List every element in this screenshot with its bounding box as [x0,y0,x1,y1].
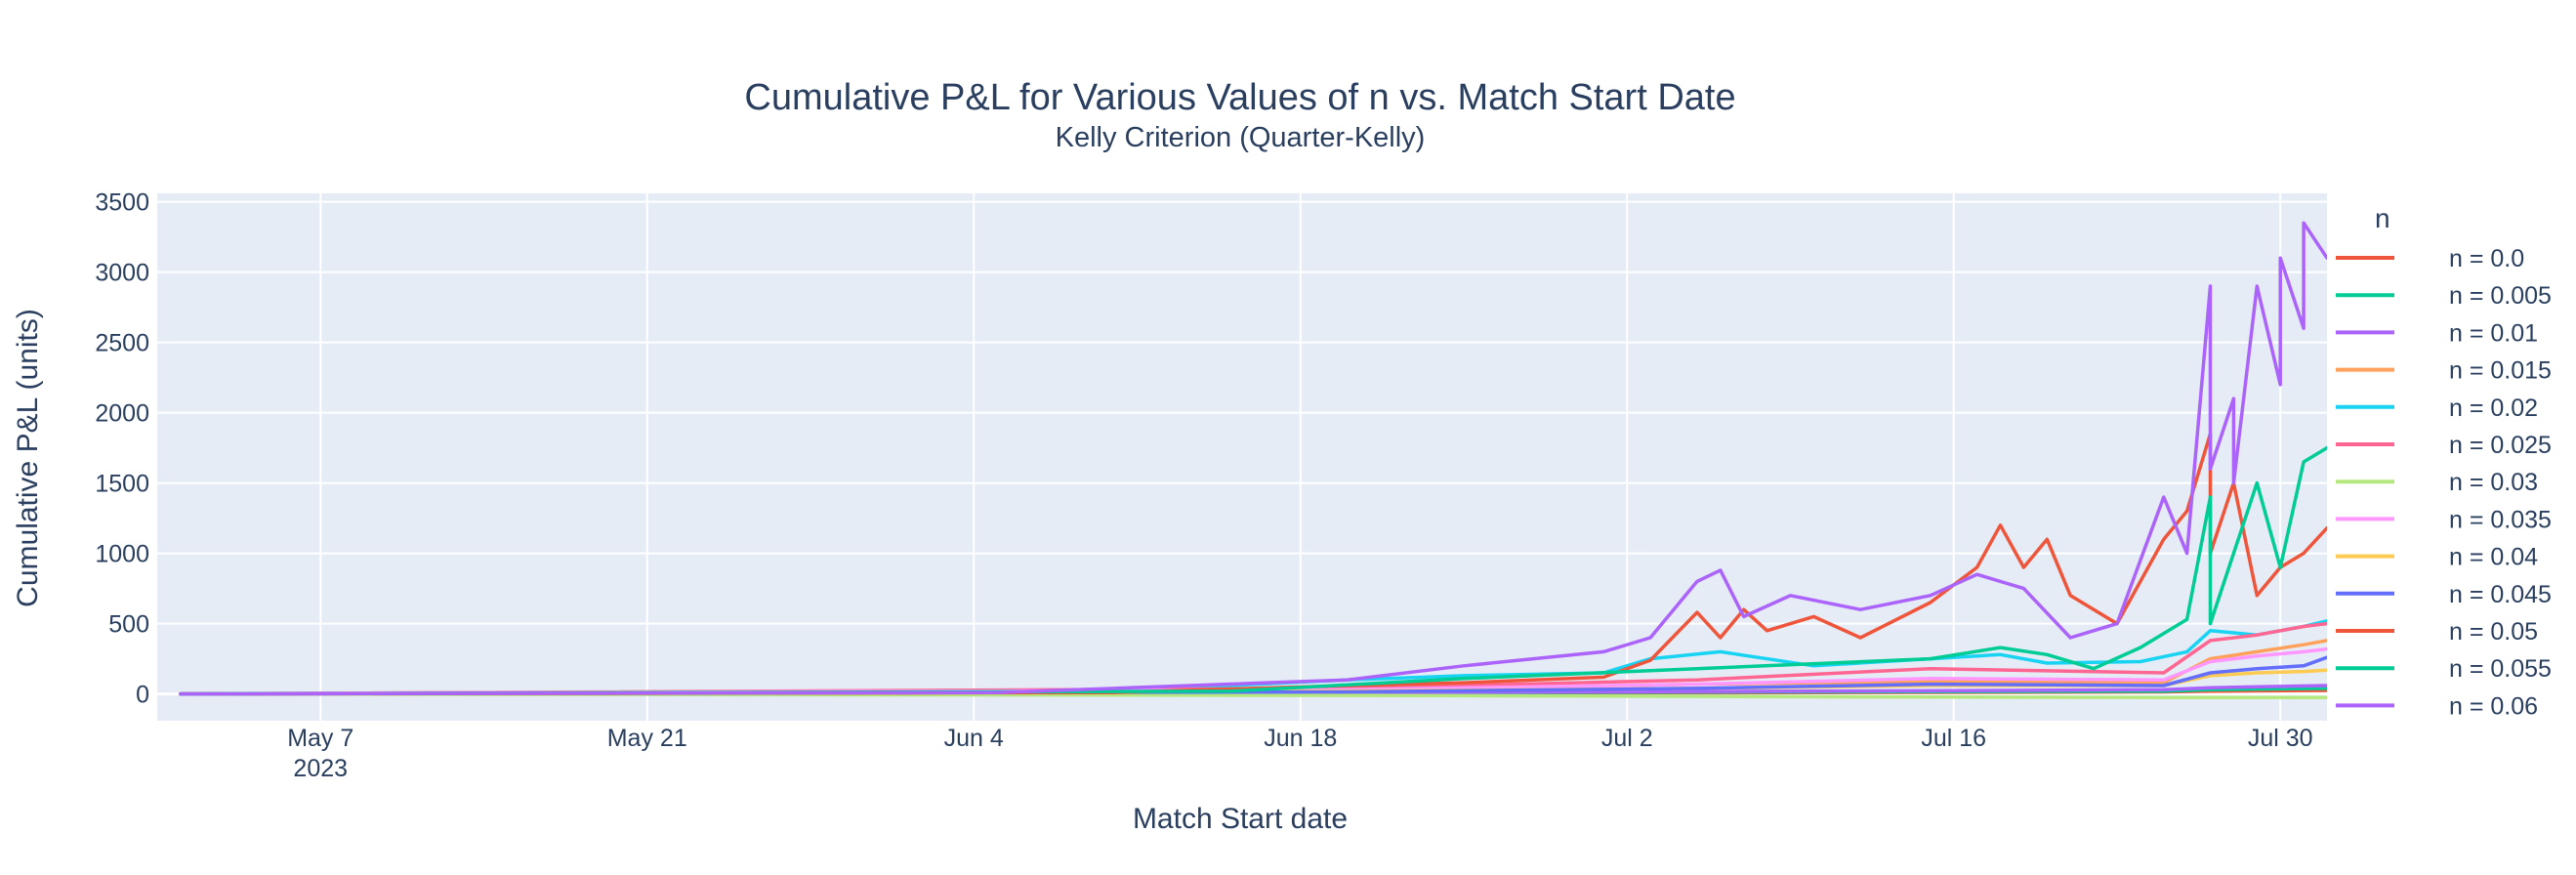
legend-item[interactable]: n = 0.06 [2336,692,2538,720]
legend-item[interactable]: n = 0.035 [2336,506,2552,533]
series-line-7 [179,646,2327,696]
x-tick-label: Jun 4 [944,725,1004,752]
series-line-9 [179,655,2327,696]
series-line-6 [179,691,2327,699]
x-tick-label: Jul 2 [1601,725,1653,752]
x-tick-label: May 21 [607,725,687,752]
y-tick-label: 3500 [95,189,149,217]
x-tick-label: Jun 18 [1264,725,1337,752]
legend-title: n [2375,203,2390,233]
legend-label: n = 0.05 [2449,618,2538,646]
legend-item[interactable]: n = 0.055 [2336,655,2552,683]
legend-item[interactable]: n = 0.025 [2336,432,2552,459]
legend: n n = 0.0 n = 0.005 n = 0.01 n = 0.015 n = 0.… [2336,203,2552,720]
y-tick-label: 0 [136,682,149,709]
legend-item[interactable]: n = 0.015 [2336,357,2552,385]
chart-title: Cumulative P&L for Various Values of n v… [744,77,1735,118]
x-tick-sublabel: 2023 [293,755,348,782]
legend-label: n = 0.055 [2449,655,2552,683]
chart-subtitle: Kelly Criterion (Quarter-Kelly) [1056,122,1426,153]
y-tick-label: 500 [108,611,149,639]
y-tick-label: 1500 [95,471,149,498]
legend-label: n = 0.03 [2449,469,2538,496]
y-tick-label: 2500 [95,330,149,357]
legend-label: n = 0.045 [2449,581,2552,608]
legend-item[interactable]: n = 0.02 [2336,395,2538,422]
y-tick-label: 1000 [95,541,149,568]
y-tick-label: 3000 [95,260,149,287]
legend-item[interactable]: n = 0.0 [2336,245,2524,272]
legend-label: n = 0.005 [2449,282,2552,310]
series-line-5 [179,621,2327,696]
legend-label: n = 0.0 [2449,245,2524,272]
series-line-12 [179,221,2327,696]
x-tick-label: May 7 [287,725,353,752]
plot-area [157,193,2327,721]
legend-item[interactable]: n = 0.04 [2336,544,2538,571]
legend-item[interactable]: n = 0.05 [2336,618,2538,646]
series-line-11 [179,445,2327,696]
legend-label: n = 0.015 [2449,357,2552,385]
legend-label: n = 0.01 [2449,319,2538,347]
legend-label: n = 0.04 [2449,544,2538,571]
x-axis-title: Match Start date [1133,803,1348,835]
legend-label: n = 0.06 [2449,692,2538,720]
y-tick-label: 2000 [95,400,149,428]
legend-label: n = 0.025 [2449,432,2552,459]
x-tick-label: Jul 30 [2248,725,2313,752]
y-axis-title: Cumulative P&L (units) [12,309,44,607]
legend-label: n = 0.035 [2449,506,2552,533]
legend-item[interactable]: n = 0.045 [2336,581,2552,608]
legend-item[interactable]: n = 0.01 [2336,319,2538,347]
legend-item[interactable]: n = 0.03 [2336,469,2538,496]
legend-item[interactable]: n = 0.005 [2336,282,2552,310]
series-line-10 [179,432,2327,696]
legend-label: n = 0.02 [2449,395,2538,422]
x-tick-label: Jul 16 [1921,725,1986,752]
